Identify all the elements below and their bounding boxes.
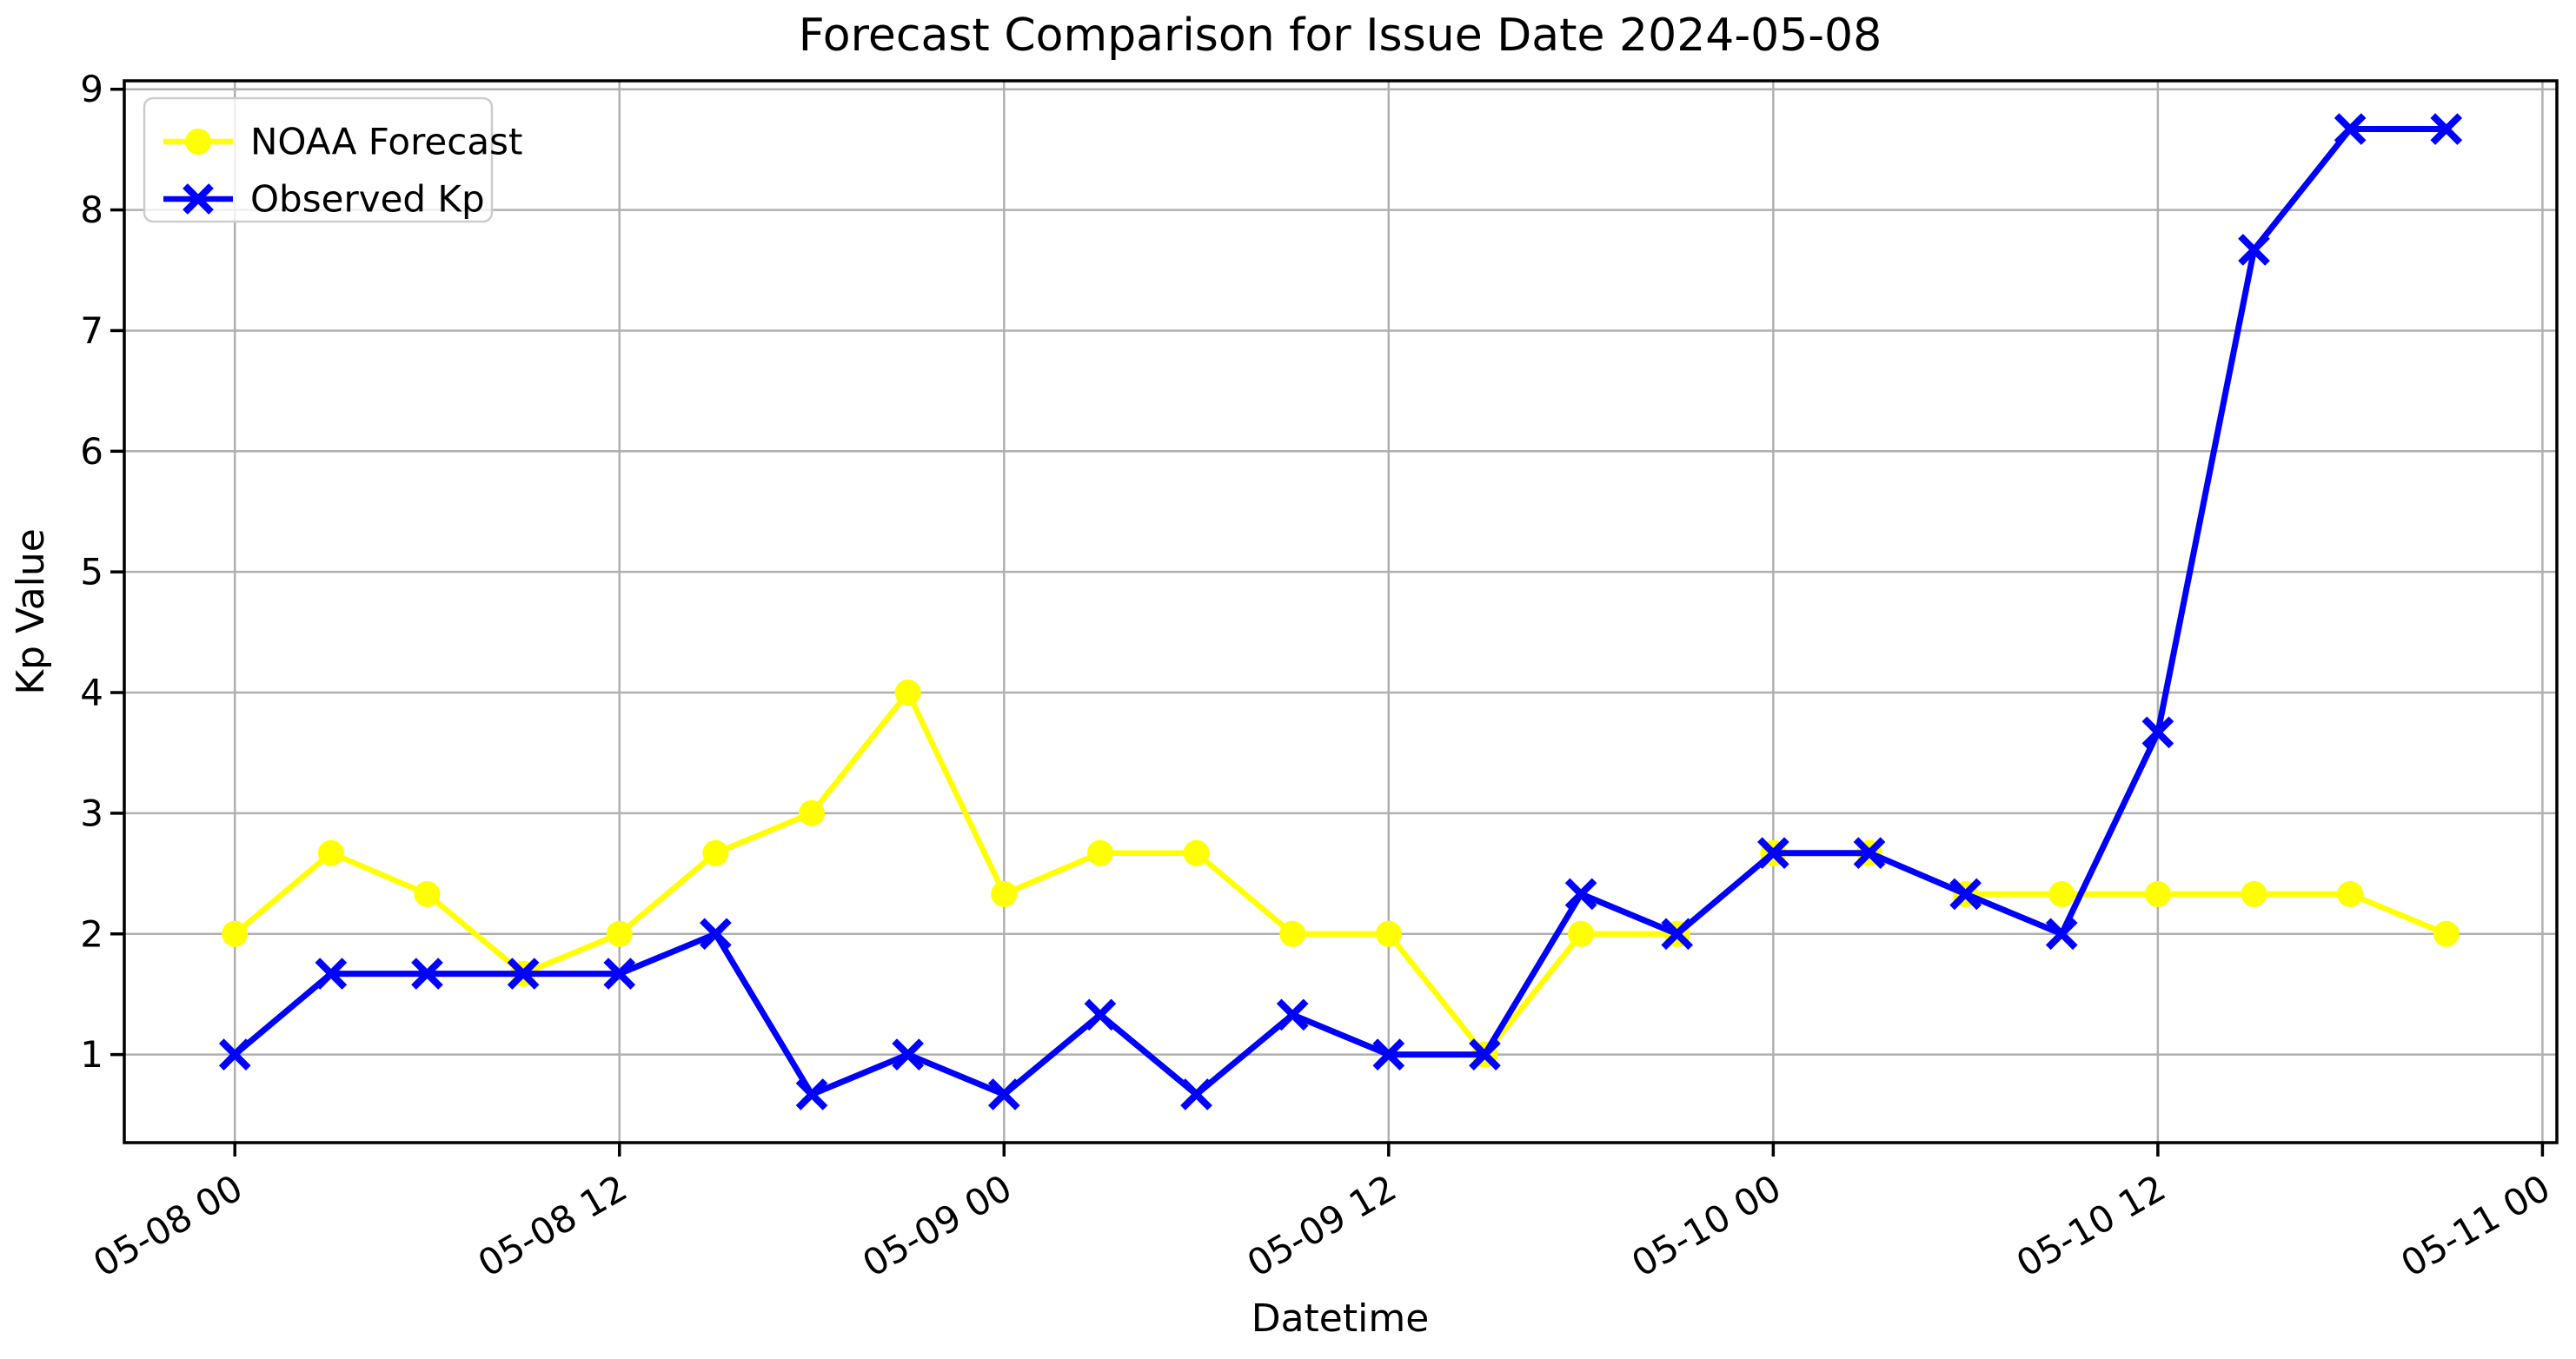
- axis-ticks: [110, 87, 2545, 1157]
- y-tick-label: 8: [80, 189, 103, 231]
- y-tick-label: 4: [80, 672, 103, 714]
- legend-x-marker-icon: [183, 183, 214, 215]
- x-marker-icon: [2334, 113, 2367, 145]
- chart-title: Forecast Comparison for Issue Date 2024-…: [799, 10, 1882, 62]
- x-tick-label: 05-09 00: [855, 1166, 1019, 1285]
- x-tick-label: 05-09 12: [1240, 1166, 1404, 1285]
- x-marker-icon: [315, 958, 348, 990]
- y-tick-label: 7: [80, 309, 103, 352]
- x-marker-icon: [987, 1078, 1020, 1110]
- circle-marker-icon: [2144, 880, 2171, 907]
- y-tick-label: 2: [80, 912, 103, 955]
- circle-marker-icon: [1183, 839, 1210, 866]
- x-marker-icon: [1949, 878, 1982, 911]
- circle-marker-icon: [222, 920, 249, 947]
- x-marker-icon: [2141, 716, 2174, 749]
- x-marker-icon: [892, 1038, 924, 1071]
- circle-marker-icon: [606, 920, 633, 947]
- grid-lines: [124, 81, 2557, 1143]
- circle-marker-icon: [894, 680, 921, 706]
- legend-label-noaa: NOAA Forecast: [250, 121, 522, 163]
- x-marker-icon: [507, 958, 540, 990]
- x-marker-icon: [1469, 1038, 1501, 1071]
- y-axis-label: Kp Value: [9, 528, 53, 695]
- legend-label-observed: Observed Kp: [250, 178, 485, 221]
- legend-circle-marker-icon: [185, 129, 211, 155]
- x-tick-label: 05-08 00: [86, 1166, 249, 1285]
- y-tick-label: 3: [80, 792, 103, 834]
- x-marker-icon: [1276, 998, 1309, 1031]
- series-observed-kp: [218, 113, 2463, 1110]
- x-tick-label: 05-10 12: [2009, 1166, 2173, 1285]
- x-marker-icon: [2238, 234, 2270, 266]
- circle-marker-icon: [1279, 920, 1306, 947]
- circle-marker-icon: [414, 880, 441, 907]
- circle-marker-icon: [2241, 880, 2267, 907]
- plot-area: [124, 81, 2557, 1143]
- legend-box: [143, 96, 494, 223]
- x-marker-icon: [1372, 1038, 1405, 1071]
- x-marker-icon: [1564, 878, 1597, 911]
- x-marker-icon: [1853, 837, 1886, 870]
- x-tick-label: 05-10 00: [1624, 1166, 1788, 1285]
- circle-marker-icon: [702, 839, 729, 866]
- circle-marker-icon: [317, 839, 344, 866]
- data-series: [218, 113, 2463, 1110]
- x-tick-label: 05-08 12: [471, 1166, 634, 1285]
- x-marker-icon: [1180, 1078, 1212, 1110]
- circle-marker-icon: [2433, 920, 2460, 947]
- x-marker-icon: [411, 958, 443, 990]
- x-tick-label: 05-11 00: [2393, 1166, 2557, 1285]
- circle-marker-icon: [2337, 880, 2364, 907]
- x-axis-label: Datetime: [1251, 1296, 1430, 1341]
- x-marker-icon: [2045, 918, 2078, 951]
- circle-marker-icon: [1375, 920, 1402, 947]
- x-marker-icon: [218, 1038, 251, 1071]
- y-tick-label: 5: [80, 551, 103, 593]
- x-marker-icon: [603, 958, 636, 990]
- x-marker-icon: [700, 918, 732, 951]
- circle-marker-icon: [991, 880, 1018, 907]
- legend: NOAA Forecast Observed Kp: [143, 96, 522, 223]
- x-marker-icon: [1084, 998, 1117, 1031]
- x-marker-icon: [795, 1078, 828, 1110]
- circle-marker-icon: [1568, 920, 1595, 947]
- x-marker-icon: [1757, 837, 1789, 870]
- series-line: [232, 126, 2447, 1097]
- plot-border-spines: [123, 79, 2559, 1144]
- circle-marker-icon: [799, 799, 826, 826]
- circle-marker-icon: [2048, 880, 2075, 907]
- y-tick-label: 9: [80, 68, 103, 110]
- y-tick-label: 6: [80, 430, 103, 473]
- x-marker-icon: [2430, 113, 2463, 145]
- circle-marker-icon: [1086, 839, 1113, 866]
- x-marker-icon: [1661, 918, 1694, 951]
- y-tick-label: 1: [80, 1033, 103, 1076]
